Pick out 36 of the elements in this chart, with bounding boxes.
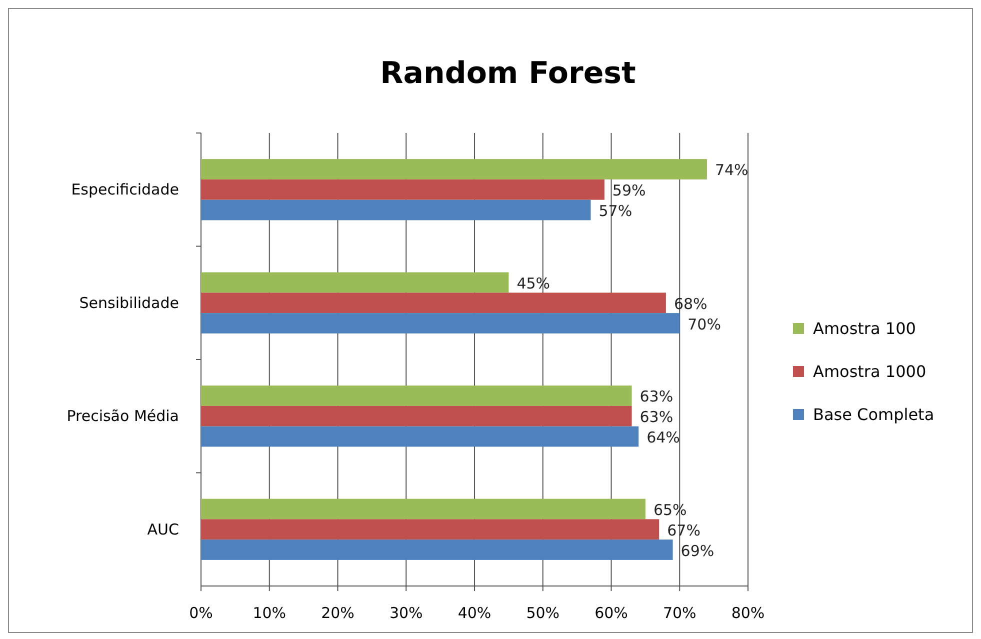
y-tick-label: Especificidade bbox=[71, 180, 179, 199]
y-tick-label: AUC bbox=[147, 520, 179, 538]
x-tick-label: 60% bbox=[594, 604, 628, 622]
data-label: 63% bbox=[640, 388, 674, 406]
bar bbox=[201, 540, 673, 560]
data-label: 59% bbox=[612, 182, 646, 200]
bar bbox=[201, 272, 509, 293]
data-label: 63% bbox=[640, 408, 674, 426]
x-tick-label: 40% bbox=[458, 604, 492, 622]
x-tick-label: 80% bbox=[731, 604, 765, 622]
bar bbox=[201, 386, 632, 406]
y-tick-label: Precisão Média bbox=[66, 407, 179, 426]
data-label: 74% bbox=[714, 161, 748, 180]
bar bbox=[201, 159, 707, 180]
x-tick-label: 20% bbox=[321, 604, 354, 622]
bar bbox=[201, 426, 639, 447]
data-label: 69% bbox=[680, 542, 714, 560]
x-tick-label: 70% bbox=[662, 604, 696, 622]
legend-label: Amostra 100 bbox=[813, 319, 916, 338]
bar bbox=[201, 406, 632, 426]
bar bbox=[201, 179, 604, 200]
x-tick-label: 0% bbox=[189, 604, 213, 622]
x-tick-label: 10% bbox=[252, 604, 286, 622]
legend-label: Amostra 1000 bbox=[813, 362, 926, 381]
bar bbox=[201, 313, 680, 334]
bar bbox=[201, 292, 666, 314]
x-tick-label: 30% bbox=[389, 604, 423, 622]
bar bbox=[201, 200, 591, 220]
chart-title: Random Forest bbox=[380, 56, 636, 91]
bar bbox=[201, 498, 646, 520]
x-tick-label: 50% bbox=[526, 604, 560, 622]
legend-label: Base Completa bbox=[813, 405, 934, 424]
y-tick-label: Sensibilidade bbox=[79, 294, 179, 312]
data-label: 70% bbox=[688, 315, 721, 334]
bar bbox=[201, 519, 660, 540]
data-label: 64% bbox=[646, 428, 680, 447]
